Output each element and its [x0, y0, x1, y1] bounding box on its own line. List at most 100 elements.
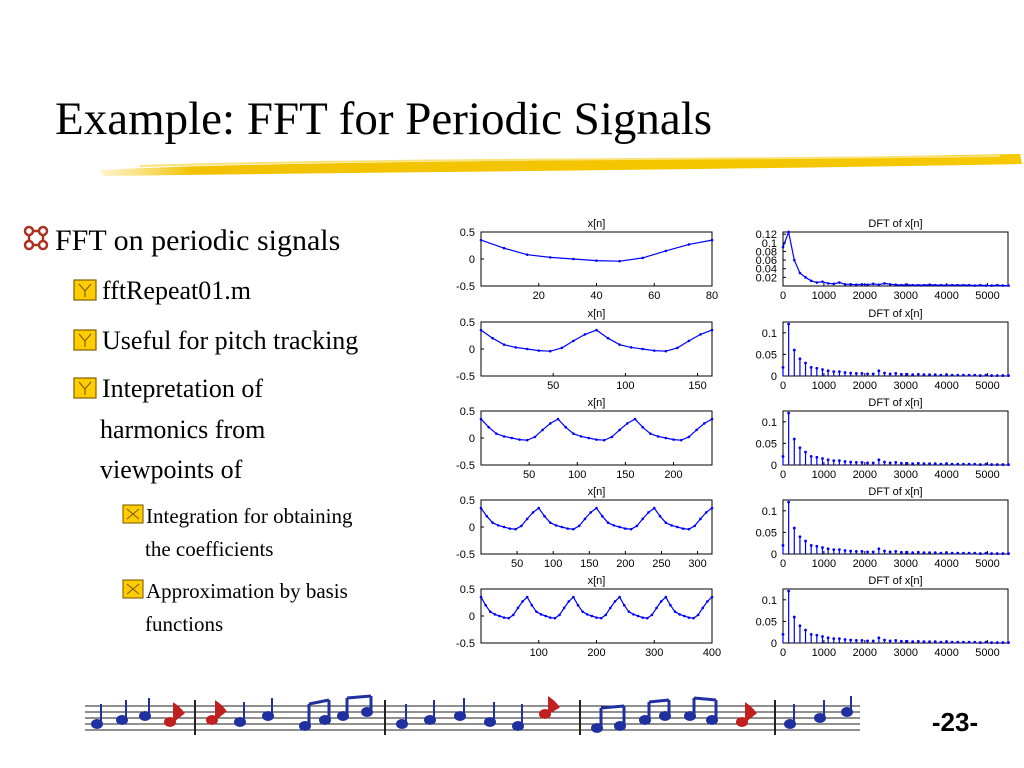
point	[525, 595, 529, 599]
stem-head	[978, 374, 982, 377]
chart: DFT of x[n] 0 1000 2000 3000 4000 5000 0 0.05 0.1	[756, 575, 1010, 659]
stem-head	[978, 641, 982, 644]
point	[485, 514, 489, 518]
stem-head	[821, 546, 824, 549]
point	[787, 230, 790, 234]
point	[583, 333, 587, 336]
chart: DFT of x[n] 0 1000 2000 3000 4000 5000 0 0.05 0.1	[756, 397, 1010, 481]
chart: x[n] 100 200 300 400 -0.5 0 0.5	[456, 575, 721, 659]
title-underline	[100, 154, 1022, 176]
point	[664, 349, 668, 353]
stem-head	[821, 457, 824, 460]
stem-head	[1001, 641, 1005, 644]
point	[491, 336, 494, 340]
stem-head	[815, 366, 819, 370]
stem-head	[973, 462, 977, 466]
stem-head	[871, 639, 875, 643]
x-tick-label: 100	[568, 469, 586, 481]
bullet-text: functions	[145, 612, 223, 636]
point	[488, 610, 492, 613]
stem-head	[781, 365, 785, 369]
point	[567, 600, 571, 603]
point	[676, 525, 679, 529]
point	[821, 280, 824, 283]
point	[484, 603, 487, 607]
point	[602, 438, 606, 442]
chart: DFT of x[n] 0 1000 2000 3000 4000 5000 0 0.05 0.1	[756, 486, 1010, 570]
point	[676, 346, 679, 350]
stem-head	[928, 640, 931, 644]
point	[487, 425, 491, 429]
point	[692, 616, 695, 620]
x-tick-label: 1000	[812, 469, 836, 481]
point	[600, 514, 604, 518]
point	[612, 524, 616, 527]
stem-head	[787, 589, 791, 593]
x-tick-label: 4000	[934, 647, 958, 659]
stem-head	[995, 552, 999, 555]
point	[664, 249, 668, 253]
y-tick-label: 0	[469, 611, 475, 623]
x-tick-label: 40	[590, 290, 602, 302]
stem-head	[990, 641, 993, 644]
bullet-icon	[122, 504, 144, 599]
y-tick-label: 0.1	[762, 506, 777, 518]
point	[610, 435, 614, 439]
point	[917, 283, 920, 287]
stem-head	[854, 550, 858, 553]
point	[537, 506, 541, 510]
point	[647, 511, 650, 514]
stem-head	[871, 550, 875, 554]
stem-head	[821, 635, 824, 638]
page-number: -23-	[932, 707, 978, 737]
stem-head	[798, 535, 802, 539]
point	[589, 511, 593, 514]
stem-head	[832, 370, 836, 374]
stem-head	[939, 462, 943, 466]
chart: x[n] 20 40 60 80 -0.5 0 0.5	[456, 218, 718, 302]
point	[710, 506, 714, 510]
point	[883, 282, 886, 285]
point	[507, 616, 511, 620]
point	[583, 517, 587, 521]
stem-head	[945, 462, 948, 466]
point	[618, 259, 621, 263]
stem-head	[866, 461, 869, 465]
x-tick-label: 3000	[893, 380, 917, 392]
stem-head	[826, 547, 830, 551]
x-tick-label: 150	[616, 469, 634, 481]
y-tick-label: 0.5	[460, 495, 475, 507]
plot-frame	[782, 499, 1009, 555]
chart-title: DFT of x[n]	[868, 397, 922, 409]
stem-head	[916, 639, 920, 643]
point	[687, 243, 691, 246]
y-tick-label: 0	[469, 344, 475, 356]
point	[939, 283, 943, 287]
bullet-text: Useful for pitch tracking	[102, 326, 358, 355]
x-tick-label: 5000	[975, 290, 999, 302]
point	[479, 328, 483, 332]
stem-head	[978, 463, 982, 466]
plot-frame	[480, 588, 713, 644]
stem-head	[843, 460, 847, 463]
point	[549, 422, 552, 425]
stem-head	[849, 638, 853, 642]
stem-head	[792, 526, 796, 530]
x-tick-label: 4000	[934, 558, 958, 570]
point	[804, 276, 807, 279]
point	[633, 417, 637, 421]
stem-head	[1001, 463, 1005, 466]
point	[652, 349, 656, 352]
point	[520, 524, 523, 528]
point	[510, 436, 514, 440]
stem-head	[990, 463, 993, 466]
stem-head	[826, 636, 830, 640]
stem-head	[899, 372, 903, 376]
y-tick-label: -0.5	[456, 638, 475, 650]
point	[687, 339, 691, 343]
stem-head	[956, 551, 960, 555]
point	[641, 616, 644, 619]
point	[888, 282, 892, 286]
x-tick-label: 3000	[893, 290, 917, 302]
point	[554, 524, 558, 527]
